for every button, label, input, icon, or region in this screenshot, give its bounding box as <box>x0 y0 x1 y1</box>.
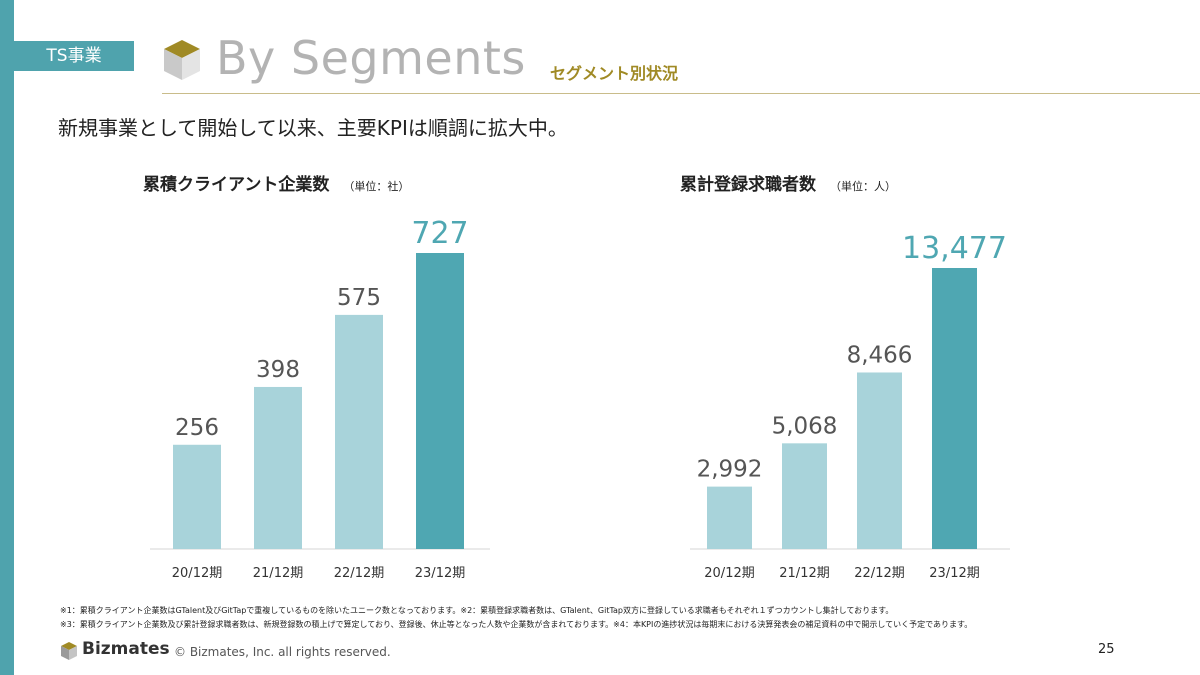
cube-logo-icon <box>164 40 200 80</box>
chart-1-title-text: 累積クライアント企業数 <box>143 175 330 195</box>
category-label: 20/12期 <box>172 566 222 581</box>
category-label: 21/12期 <box>779 566 829 581</box>
bar-20/12期 <box>707 486 752 549</box>
data-label: 2,992 <box>697 457 763 483</box>
bizmates-logo-icon <box>61 642 77 660</box>
client-count-chart: 256 20/12期 398 21/12期 575 22/12期 727 23/12期 <box>150 216 490 581</box>
footnote-line-2: ※3：累積クライアント企業数及び累計登録求職者数は、新規登録数の積上げで算定して… <box>60 620 973 629</box>
bar-22/12期 <box>335 314 383 549</box>
footnote-line-1: ※1：累積クライアント企業数はGTalent及びGitTapで重複しているものを… <box>60 606 894 615</box>
lead-text: 新規事業として開始して以来、主要KPIは順調に拡大中。 <box>58 116 568 140</box>
category-label: 22/12期 <box>334 566 384 581</box>
category-label: 21/12期 <box>253 566 303 581</box>
jobseeker-count-chart: 2,992 20/12期 5,068 21/12期 8,466 22/12期 13,477 2… <box>690 231 1010 581</box>
footnotes: ※1：累積クライアント企業数はGTalent及びGitTapで重複しているものを… <box>60 604 972 632</box>
left-accent-bar <box>0 0 14 675</box>
category-label: 20/12期 <box>704 566 754 581</box>
category-label: 23/12期 <box>929 566 979 581</box>
footer-brand: Bizmates <box>82 639 170 659</box>
segment-tag: TS事業 <box>14 41 134 71</box>
chart-2-title-text: 累計登録求職者数 <box>680 175 816 195</box>
data-label: 575 <box>337 285 381 311</box>
category-label: 23/12期 <box>415 566 465 581</box>
data-label: 398 <box>256 357 300 383</box>
chart-2-unit: （単位：人） <box>830 180 896 193</box>
data-label: 727 <box>411 216 468 251</box>
data-label: 8,466 <box>847 342 913 368</box>
category-label: 22/12期 <box>854 566 904 581</box>
header-divider <box>162 93 1200 94</box>
data-label: 256 <box>175 415 219 441</box>
chart-2-title: 累計登録求職者数 （単位：人） <box>680 170 896 195</box>
bar-23/12期 <box>416 253 464 549</box>
bar-21/12期 <box>254 386 302 549</box>
footer-copyright: © Bizmates, Inc. all rights reserved. <box>174 645 391 659</box>
chart-1-unit: （単位：社） <box>343 180 410 193</box>
page-number: 25 <box>1098 642 1115 657</box>
bar-23/12期 <box>932 268 977 549</box>
page-subtitle: セグメント別状況 <box>550 64 679 83</box>
data-label: 5,068 <box>772 413 838 439</box>
bar-20/12期 <box>173 444 221 549</box>
page-title: By Segments <box>216 31 526 85</box>
bar-21/12期 <box>782 443 827 549</box>
bar-22/12期 <box>857 372 902 549</box>
chart-1-title: 累積クライアント企業数 （単位：社） <box>143 170 409 195</box>
data-label: 13,477 <box>902 231 1007 266</box>
